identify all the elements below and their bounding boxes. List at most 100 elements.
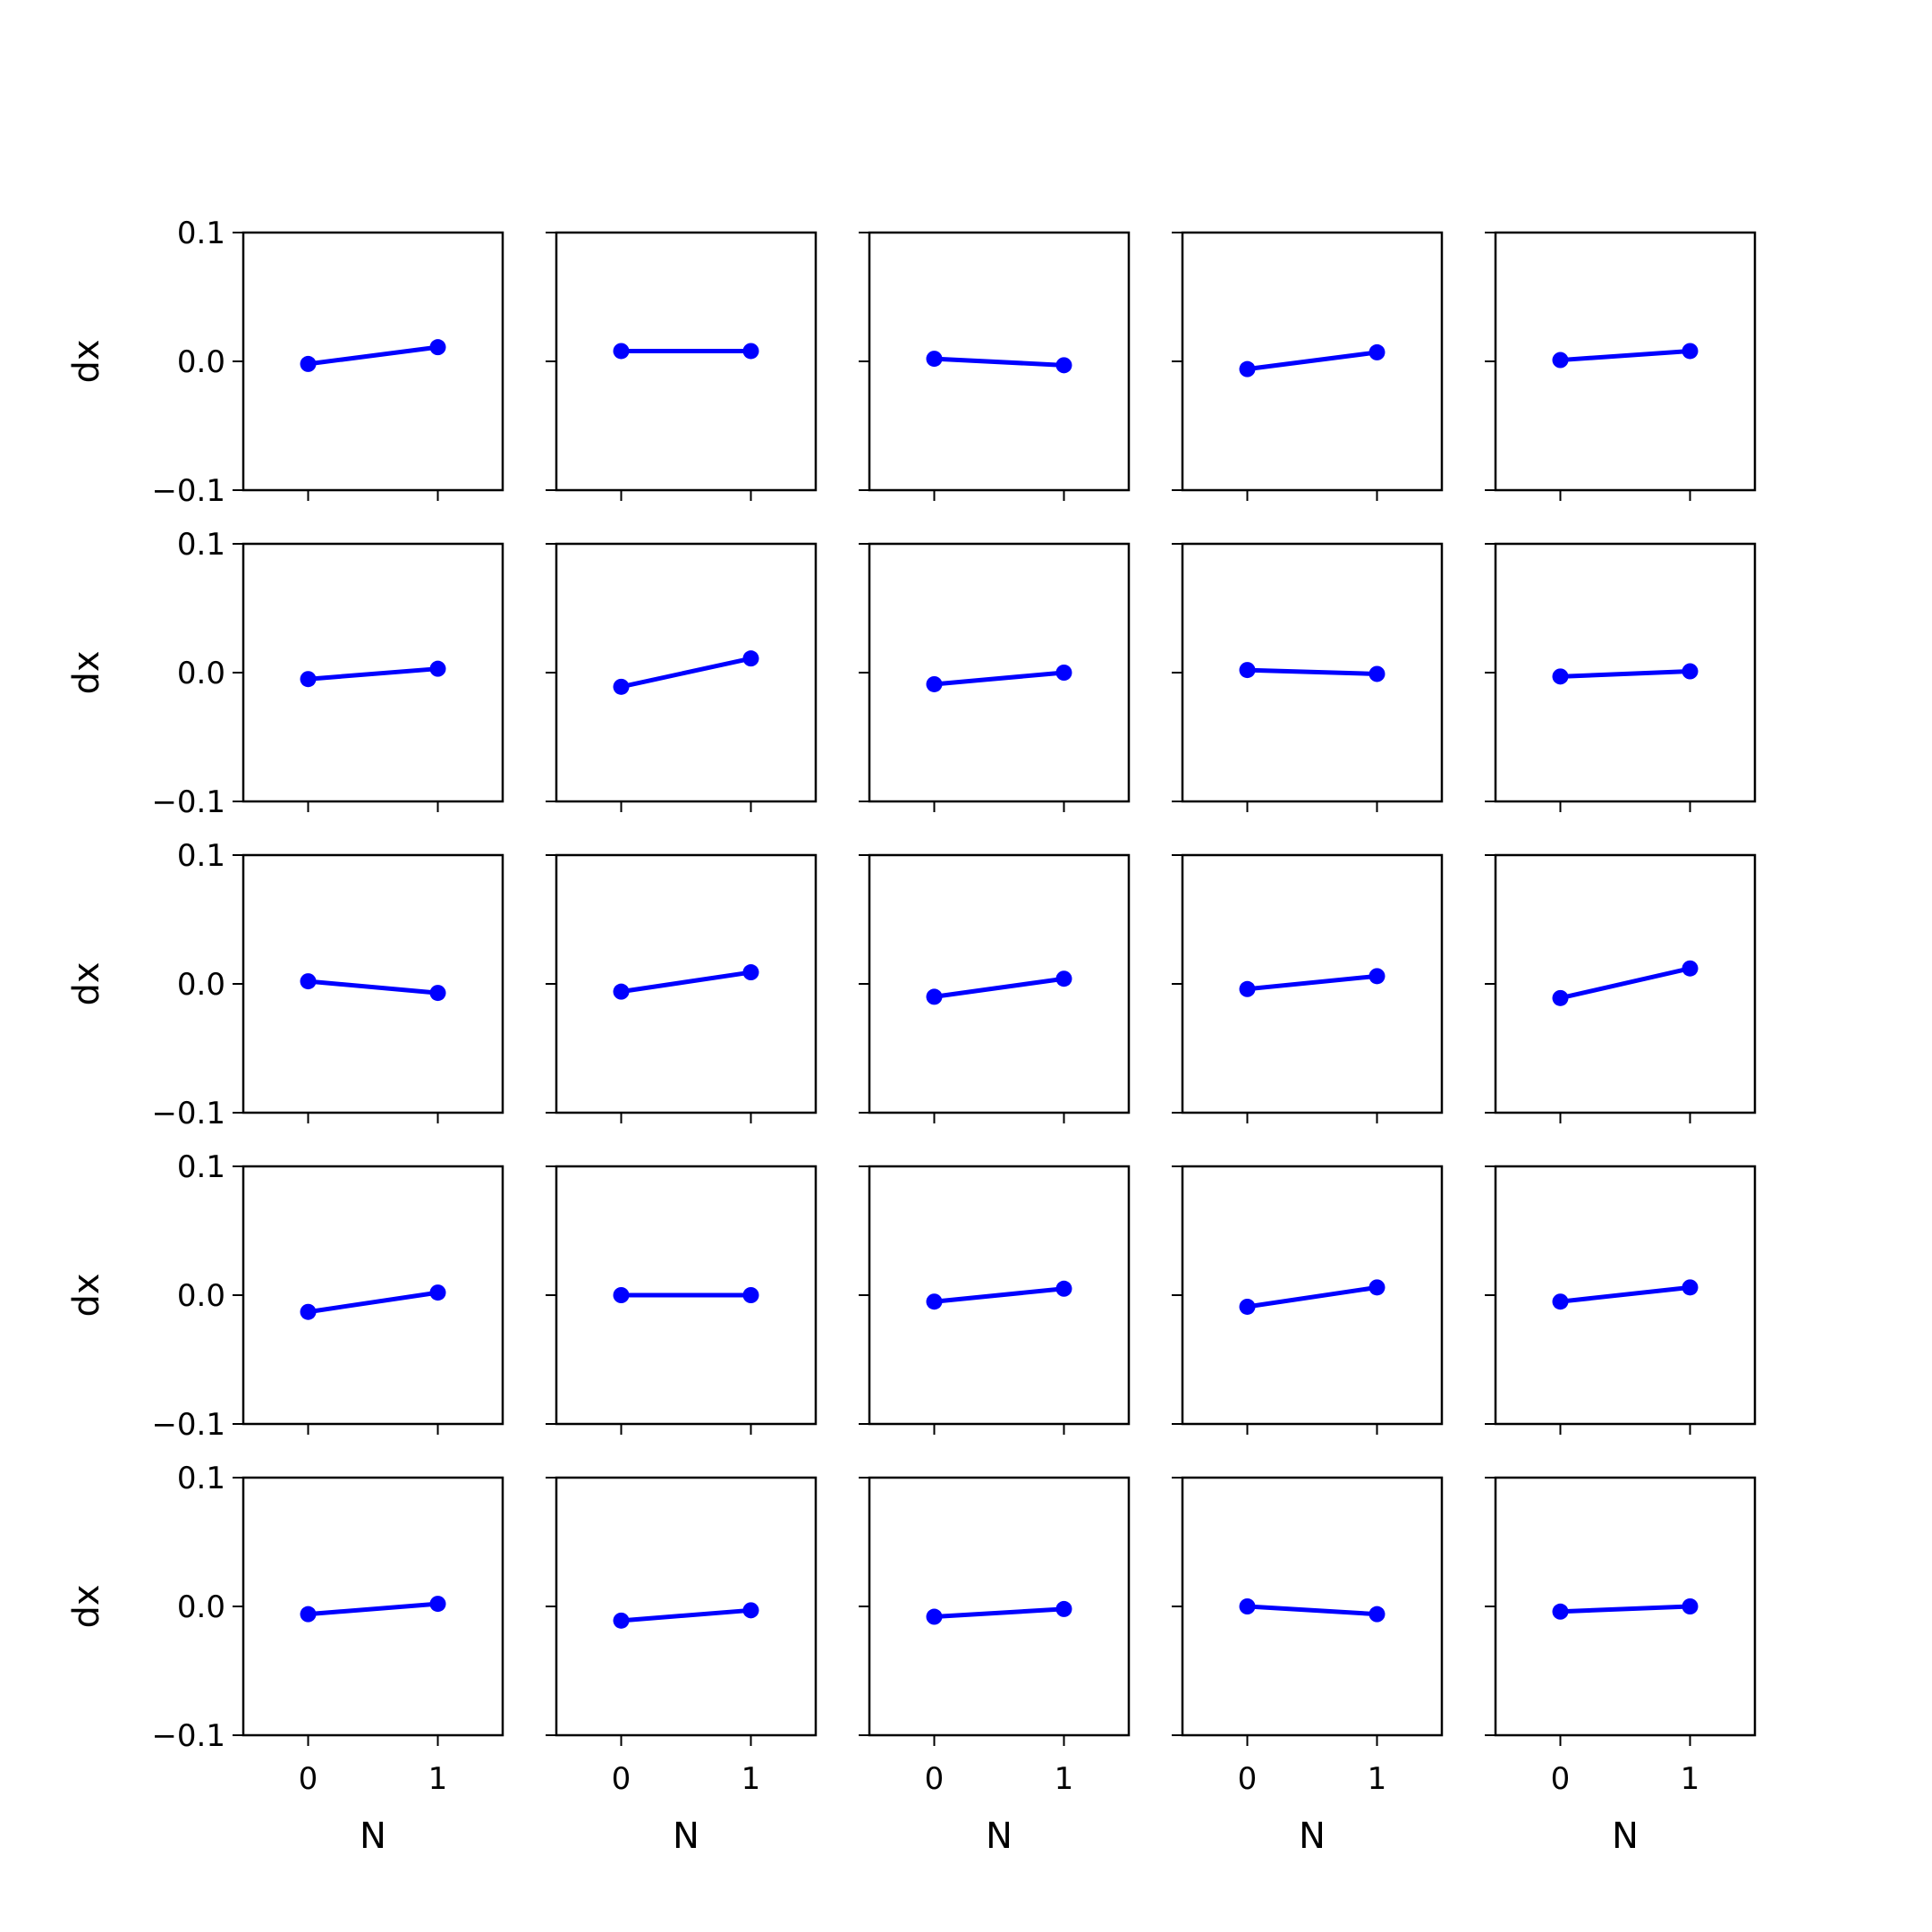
series-line	[934, 976, 1064, 999]
x-axis-label: N	[673, 1816, 699, 1857]
y-tick-label: −0.1	[151, 1096, 225, 1131]
subplot-1-3	[859, 231, 1131, 501]
subplot-1-1: −0.1 0.0 0.1 dx	[66, 216, 504, 509]
subplot-4-2	[546, 1165, 818, 1435]
subplot-grid: −0.10.00.1dx−0.10.00.1dx−0.10.00.1dx−0.1…	[66, 216, 1757, 1857]
subplot-2-4	[1172, 542, 1444, 812]
series-line	[308, 344, 438, 367]
series-line	[621, 1607, 751, 1623]
series-line	[934, 670, 1064, 687]
subplot-4-3	[859, 1165, 1131, 1435]
axes-frame	[868, 1165, 1131, 1426]
axes-frame	[555, 1165, 818, 1426]
axes-frame	[1181, 231, 1444, 492]
subplot-2-3	[859, 542, 1131, 812]
data-point	[1682, 663, 1699, 680]
data-point	[1239, 1298, 1256, 1315]
data-point	[613, 1287, 630, 1303]
y-axis-label: dx	[66, 339, 107, 383]
data-point	[742, 1602, 759, 1619]
subplot-4-1: −0.1 0.0 0.1 dx	[66, 1149, 504, 1443]
subplot-2-5	[1485, 542, 1757, 812]
subplot-5-4: 0 1 N	[1172, 1476, 1444, 1857]
axes-frame	[1494, 1165, 1757, 1426]
data-point	[1552, 989, 1569, 1006]
series-line	[934, 1286, 1064, 1304]
x-tick-label: 0	[612, 1761, 631, 1797]
series-line	[308, 1290, 438, 1315]
data-point	[926, 988, 943, 1005]
subplot-3-1: −0.1 0.0 0.1 dx	[66, 838, 504, 1131]
data-point	[1552, 1293, 1569, 1310]
subplot-5-3: 0 1 N	[859, 1476, 1131, 1857]
data-point	[1055, 970, 1072, 987]
axes-frame	[242, 231, 504, 492]
data-point	[429, 339, 446, 356]
data-point	[1552, 1603, 1569, 1620]
data-point	[429, 660, 446, 677]
y-tick-label: −0.1	[151, 1718, 225, 1754]
subplot-5-2: 0 1 N	[546, 1476, 818, 1857]
series-line	[1560, 1284, 1690, 1304]
axes-frame	[555, 231, 818, 492]
series-line	[308, 979, 438, 996]
axes-frame	[868, 231, 1131, 492]
axes-frame	[1494, 542, 1757, 803]
data-point	[1682, 343, 1699, 360]
series-line	[1247, 1284, 1377, 1309]
axes-frame	[242, 853, 504, 1114]
y-tick-label: 0.1	[177, 838, 225, 874]
y-tick-label: 0.1	[177, 1461, 225, 1496]
x-axis-label: N	[986, 1816, 1013, 1857]
subplot-3-5	[1485, 853, 1757, 1123]
data-point	[1368, 1606, 1385, 1623]
data-point	[1682, 1279, 1699, 1296]
series-line	[1247, 973, 1377, 992]
data-point	[1368, 343, 1385, 360]
x-tick-label: 1	[1055, 1761, 1074, 1797]
x-axis-label: N	[360, 1816, 386, 1857]
series-line	[1247, 1604, 1377, 1617]
subplot-5-5: 0 1 N	[1485, 1476, 1757, 1857]
series-line	[934, 356, 1064, 368]
axes-frame	[555, 1476, 818, 1737]
data-point	[1055, 357, 1072, 374]
data-point	[1239, 662, 1256, 679]
axes-frame	[242, 1165, 504, 1426]
data-point	[742, 964, 759, 981]
axes-frame	[1494, 231, 1757, 492]
series-line	[1560, 1604, 1690, 1614]
series-line	[308, 1601, 438, 1617]
data-point	[300, 973, 317, 990]
series-line	[1247, 667, 1377, 676]
data-point	[300, 1303, 317, 1320]
y-tick-label: 0.0	[177, 344, 225, 380]
data-point	[742, 343, 759, 360]
data-point	[1368, 665, 1385, 682]
x-axis-label: N	[1612, 1816, 1639, 1857]
data-point	[1239, 980, 1256, 997]
subplot-2-2	[546, 542, 818, 812]
y-tick-label: 0.0	[177, 967, 225, 1003]
data-point	[613, 1612, 630, 1629]
axes-frame	[1494, 853, 1757, 1114]
x-tick-label: 0	[299, 1761, 318, 1797]
x-tick-label: 1	[428, 1761, 448, 1797]
y-tick-label: 0.0	[177, 1589, 225, 1625]
subplot-4-4	[1172, 1165, 1444, 1435]
data-point	[926, 1608, 943, 1625]
data-point	[1239, 360, 1256, 377]
subplot-3-3	[859, 853, 1131, 1123]
axes-frame	[1181, 1476, 1444, 1737]
y-axis-label: dx	[66, 650, 107, 694]
y-axis-label: dx	[66, 962, 107, 1005]
series-line	[620, 656, 752, 690]
y-axis-label: dx	[66, 1584, 107, 1628]
data-point	[300, 1606, 317, 1623]
data-point	[300, 355, 317, 372]
x-tick-label: 0	[925, 1761, 945, 1797]
subplot-1-2	[546, 231, 818, 501]
subplot-4-5	[1485, 1165, 1757, 1435]
